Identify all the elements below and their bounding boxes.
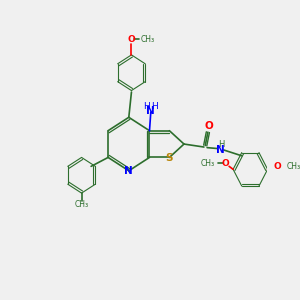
Text: O: O <box>128 34 135 43</box>
Text: O: O <box>273 162 281 171</box>
Text: H: H <box>143 102 150 111</box>
Text: N: N <box>146 106 155 116</box>
Text: O: O <box>205 121 214 131</box>
Text: CH₃: CH₃ <box>287 162 300 171</box>
Text: N: N <box>124 166 133 176</box>
Text: CH₃: CH₃ <box>74 200 88 209</box>
Text: O: O <box>221 159 229 168</box>
Text: CH₃: CH₃ <box>201 159 215 168</box>
Text: S: S <box>166 153 173 163</box>
Text: CH₃: CH₃ <box>141 34 155 43</box>
Text: H: H <box>152 102 158 111</box>
Text: N: N <box>216 145 225 155</box>
Text: H: H <box>218 140 224 149</box>
